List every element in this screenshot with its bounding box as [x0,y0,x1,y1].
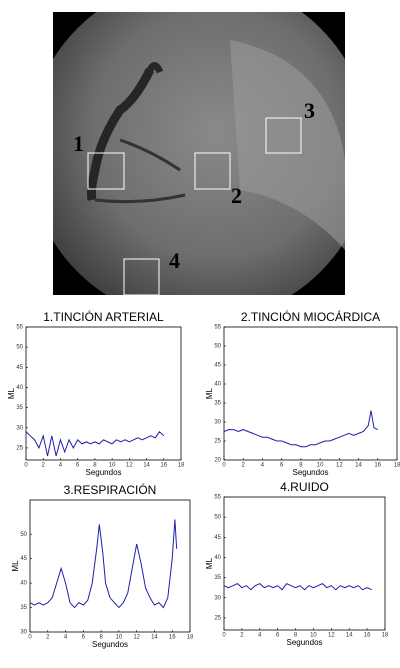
chart-title: 4.RUIDO [280,480,329,494]
x-tick-label: 18 [178,463,185,469]
x-tick-label: 8 [294,633,298,639]
y-tick-label: 20 [214,458,221,464]
y-tick-label: 40 [214,382,221,388]
x-tick-label: 0 [28,635,32,641]
y-axis-label: ML [205,557,214,569]
x-tick-label: 18 [394,463,400,469]
x-tick-label: 6 [82,635,86,641]
x-tick-label: 10 [109,463,116,469]
x-tick-label: 14 [355,463,362,469]
x-tick-label: 10 [116,635,123,641]
roi-label: 3 [304,98,315,123]
plot-area [29,499,191,633]
x-tick-label: 16 [169,635,176,641]
x-tick-label: 2 [42,463,46,469]
x-tick-label: 6 [280,463,284,469]
plot-area [223,496,386,631]
data-line [223,410,379,448]
x-tick-label: 8 [99,635,103,641]
y-tick-label: 50 [20,532,27,538]
x-tick-label: 2 [242,463,246,469]
y-tick-label: 30 [214,420,221,426]
roi-box [123,258,160,296]
y-axis-label: ML [205,387,214,399]
x-tick-label: 14 [151,635,158,641]
y-tick-label: 55 [214,325,221,331]
y-tick-label: 25 [214,615,221,621]
x-tick-label: 12 [336,463,343,469]
x-axis-label: Segundos [286,638,322,647]
roi-label: 4 [169,248,180,273]
y-tick-label: 35 [20,605,27,611]
x-tick-label: 6 [76,463,80,469]
x-tick-label: 10 [310,633,317,639]
y-tick-label: 35 [214,575,221,581]
x-tick-label: 16 [364,633,371,639]
x-tick-label: 14 [346,633,353,639]
x-tick-label: 0 [222,633,226,639]
plot-area [223,326,398,461]
y-axis-label: ML [11,560,20,572]
x-tick-label: 6 [276,633,280,639]
y-axis-label: ML [7,387,16,399]
y-tick-label: 35 [214,401,221,407]
roi-label: 2 [231,183,242,208]
x-tick-label: 16 [160,463,167,469]
x-tick-label: 2 [46,635,50,641]
x-tick-label: 4 [258,633,262,639]
x-tick-label: 4 [59,463,63,469]
chart-title: 3.RESPIRACIÓN [64,482,157,497]
y-tick-label: 30 [16,425,23,431]
y-tick-label: 45 [16,365,23,371]
roi-label: 1 [73,131,84,156]
x-tick-label: 8 [299,463,303,469]
y-tick-label: 55 [16,325,23,331]
x-tick-label: 12 [133,635,140,641]
x-tick-label: 8 [93,463,97,469]
y-tick-label: 45 [214,535,221,541]
x-tick-label: 18 [382,633,389,639]
x-tick-label: 2 [240,633,244,639]
y-tick-label: 45 [20,556,27,562]
x-tick-label: 4 [64,635,68,641]
x-tick-label: 0 [24,463,28,469]
x-tick-label: 12 [328,633,335,639]
chart-title: 1.TINCIÓN ARTERIAL [43,309,164,324]
y-tick-label: 35 [16,405,23,411]
roi-box [87,152,125,190]
x-tick-label: 14 [143,463,150,469]
data-line [25,431,165,457]
x-tick-label: 4 [261,463,265,469]
y-tick-label: 40 [16,385,23,391]
y-tick-label: 50 [214,515,221,521]
x-tick-label: 0 [222,463,226,469]
y-tick-label: 40 [20,581,27,587]
roi-box [194,152,231,190]
data-line [29,519,178,609]
y-tick-label: 45 [214,363,221,369]
x-axis-label: Segundos [85,468,121,477]
x-tick-label: 12 [126,463,133,469]
chart-title: 2.TINCIÓN MIOCÁRDICA [241,309,380,324]
x-tick-label: 16 [374,463,381,469]
y-tick-label: 30 [214,595,221,601]
x-tick-label: 18 [187,635,194,641]
data-line [223,583,372,591]
angiography-image [53,12,345,295]
x-axis-label: Segundos [92,640,128,649]
y-tick-label: 40 [214,555,221,561]
x-tick-label: 10 [317,463,324,469]
y-tick-label: 30 [20,630,27,636]
y-tick-label: 50 [214,344,221,350]
y-tick-label: 55 [214,495,221,501]
roi-box [265,117,302,154]
x-axis-label: Segundos [292,468,328,477]
y-tick-label: 25 [16,445,23,451]
y-tick-label: 50 [16,345,23,351]
y-tick-label: 25 [214,439,221,445]
